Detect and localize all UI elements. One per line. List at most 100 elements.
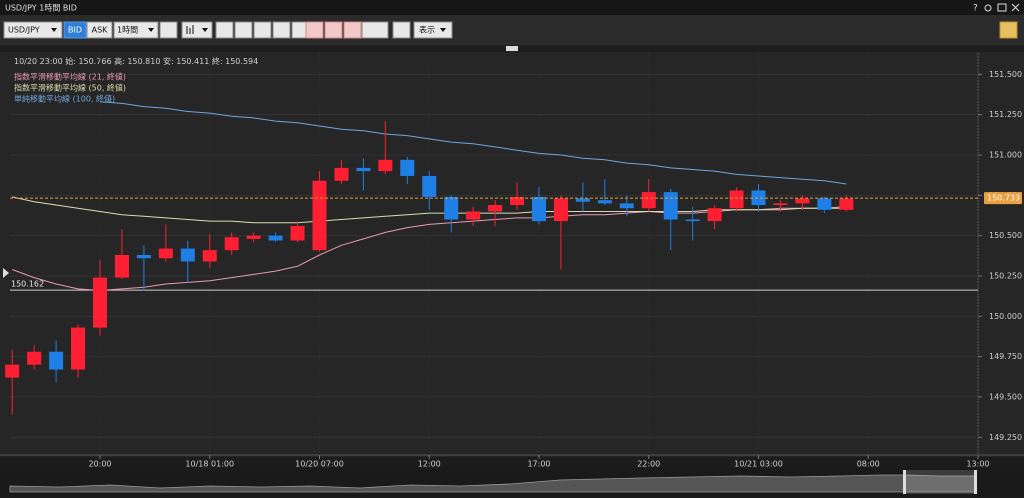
candle-body [839, 198, 854, 210]
close-button[interactable] [1011, 3, 1020, 12]
candle-body [488, 205, 503, 212]
x-tick-label: 10/21 03:00 [734, 460, 783, 469]
candle-body [663, 192, 678, 220]
candle-body [356, 167, 371, 172]
tool-button[interactable] [253, 21, 272, 39]
candle-body [5, 364, 20, 378]
order-button[interactable] [343, 21, 362, 39]
candle-body [71, 327, 86, 370]
ask-button[interactable] [86, 21, 113, 39]
draw-select[interactable] [361, 21, 389, 39]
legend-entry: 指数平滑移動平均線 (21, 終値) [14, 72, 126, 82]
y-tick-label: 150.000 [989, 312, 1022, 321]
candle-body [685, 219, 700, 222]
display-select[interactable] [413, 21, 453, 39]
ohlc-info: 10/20 23:00 始: 150.766 高: 150.810 安: 150… [14, 56, 258, 66]
y-tick-label: 150.500 [989, 231, 1022, 240]
y-tick-label: 151.250 [989, 110, 1022, 119]
info-time: 10/20 23:00 [14, 57, 63, 66]
x-tick-label: 10/20 07:00 [295, 460, 344, 469]
candle-body [114, 255, 129, 278]
moving-average-line [12, 206, 847, 292]
current-price-box [984, 192, 1022, 205]
candle-body [422, 175, 437, 197]
dropdown-arrow [440, 28, 446, 32]
current-price-label: 150.733 [987, 194, 1020, 203]
candle-body [444, 196, 459, 220]
y-tick-label: 149.750 [989, 352, 1022, 361]
x-tick-label: 17:00 [527, 460, 550, 469]
candle-body [510, 196, 525, 205]
left-handle[interactable] [3, 268, 9, 278]
candle-body [268, 235, 283, 241]
candle-body [795, 198, 810, 204]
marker-line-label: 150.162 [11, 280, 44, 289]
collapse-handle[interactable] [506, 46, 518, 51]
y-tick-label: 151.000 [989, 151, 1022, 160]
tool-button[interactable] [272, 21, 291, 39]
ask-label: ASK [92, 26, 109, 35]
info-value: 150.766 [78, 57, 111, 66]
settings-button[interactable] [984, 4, 992, 12]
y-tick-label: 149.250 [989, 433, 1022, 442]
bid-label: BID [68, 26, 82, 35]
moving-average-line [99, 101, 847, 185]
y-tick-label: 150.250 [989, 271, 1022, 280]
chart-type-icon [186, 25, 194, 34]
candle-body [817, 198, 832, 210]
popout-button[interactable] [997, 3, 1007, 12]
x-tick-label: 20:00 [88, 460, 111, 469]
dropdown-arrow [51, 28, 57, 32]
candle-body [224, 237, 239, 251]
moving-average-line [12, 196, 847, 224]
candle-body [553, 198, 568, 222]
candle-body [707, 208, 722, 222]
navigator-handle[interactable] [903, 470, 906, 494]
link-button[interactable] [159, 21, 178, 39]
info-value: 150.411 [176, 57, 209, 66]
order-button[interactable] [324, 21, 343, 39]
candle-body [773, 203, 788, 205]
candle-body [531, 196, 546, 222]
x-tick-label: 22:00 [637, 460, 660, 469]
candle-body [312, 180, 327, 251]
candle-body [334, 167, 349, 181]
navigator-window[interactable] [905, 470, 975, 494]
candle-body [246, 235, 261, 239]
timeframe-label: 1時間 [117, 26, 138, 35]
candle-body [619, 203, 634, 209]
candle-body [400, 159, 415, 176]
window-button[interactable] [392, 21, 411, 39]
candle-body [641, 192, 656, 209]
panel-button[interactable] [999, 21, 1018, 39]
symbol-select[interactable] [3, 21, 63, 39]
candle-body [180, 248, 195, 262]
candle-body [466, 211, 481, 220]
y-tick-label: 151.500 [989, 70, 1022, 79]
x-tick-label: 10/18 01:00 [185, 460, 234, 469]
navigator-handle[interactable] [974, 470, 977, 494]
symbol-label: USD/JPY [8, 26, 40, 35]
candle-body [575, 198, 590, 202]
order-button[interactable] [305, 21, 324, 39]
zoom-in-button[interactable] [215, 21, 234, 39]
candle-body [202, 250, 217, 262]
legend-entry: 指数平滑移動平均線 (50, 終値) [14, 83, 126, 93]
chart-area [0, 52, 1024, 457]
y-tick-label: 149.500 [989, 392, 1022, 401]
info-value: 150.594 [225, 57, 258, 66]
zoom-out-button[interactable] [234, 21, 253, 39]
info-label: 始: [65, 56, 76, 66]
candle-body [136, 255, 151, 259]
title-bar [0, 0, 1024, 15]
bid-button[interactable] [63, 21, 87, 39]
window-title: USD/JPY 1時間 BID [5, 4, 77, 13]
dropdown-arrow [148, 28, 154, 32]
display-label: 表示 [419, 25, 435, 35]
timeframe-select[interactable] [113, 21, 159, 39]
help-button[interactable]: ? [973, 4, 978, 14]
x-tick-label: 08:00 [857, 460, 880, 469]
candle-body [751, 190, 766, 205]
info-label: 安: [163, 56, 174, 66]
candle-body [49, 351, 64, 370]
